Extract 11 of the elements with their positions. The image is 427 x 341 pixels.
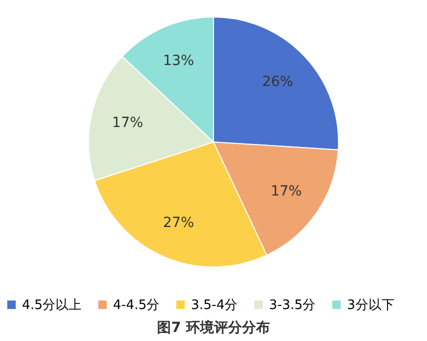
legend-label: 4-4.5分 — [113, 298, 160, 313]
legend-label: 3.5-4分 — [191, 298, 238, 313]
legend-label: 3分以下 — [347, 298, 394, 313]
data-label: 27% — [162, 214, 194, 231]
data-label: 17% — [112, 114, 144, 131]
legend-label: 4.5分以上 — [22, 298, 82, 313]
legend-label: 3-3.5分 — [269, 298, 316, 313]
data-label: 26% — [262, 74, 294, 90]
data-label: 17% — [270, 183, 302, 200]
text: 图7 环境评分分布 — [157, 319, 270, 336]
data-label: 13% — [162, 53, 194, 70]
